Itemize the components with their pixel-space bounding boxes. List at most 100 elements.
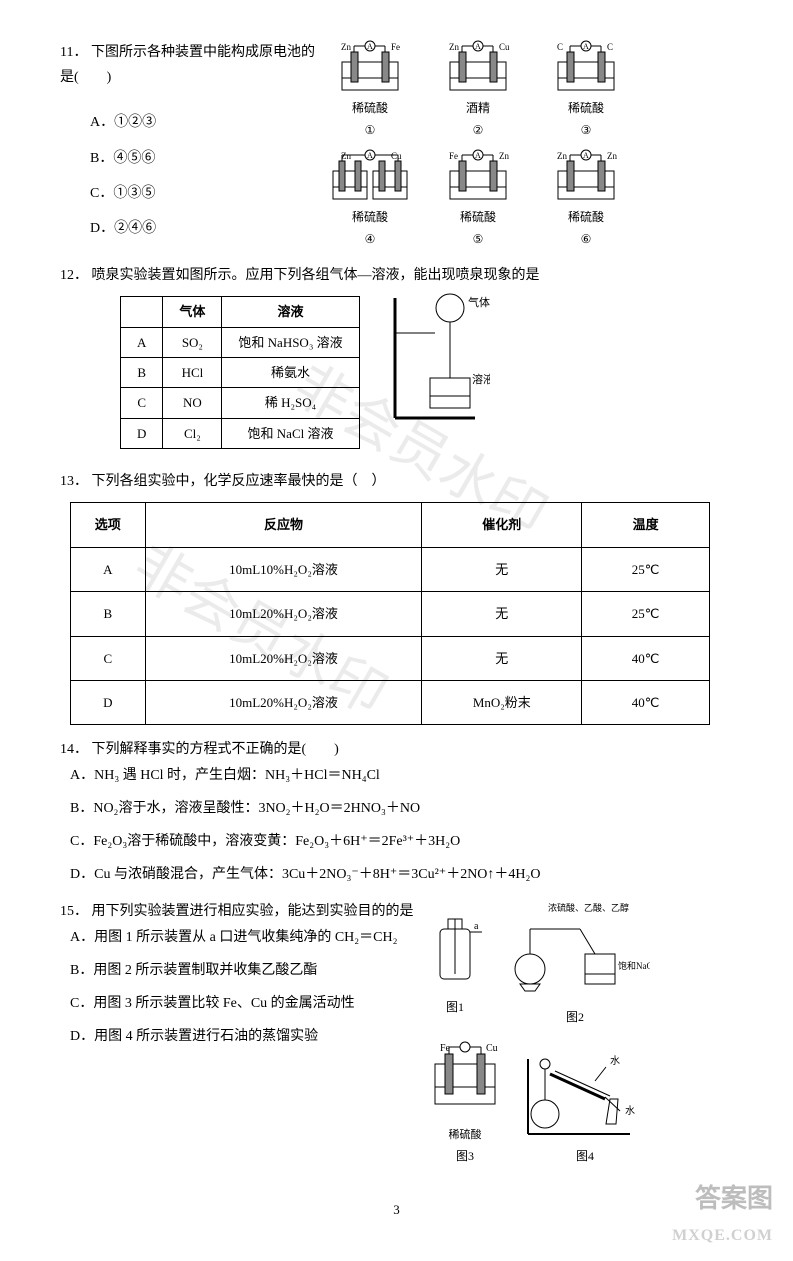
electrochemical-cell: A C C 稀硫酸 ③ [536,40,636,141]
q13-header-temp: 温度 [582,503,710,547]
q15-number: 15． [60,904,88,919]
metal-activity-icon: Fe Cu [420,1039,510,1119]
svg-text:Zn: Zn [449,42,459,52]
q11-option-b: B．④⑤⑥ [90,146,320,171]
table-row: CNO稀 H₂SO₄ [121,388,360,418]
svg-text:C: C [557,42,563,52]
table-row: A10mL10%H₂O₂溶液无25℃ [71,547,710,591]
svg-text:Fe: Fe [449,151,458,161]
cell-liquid-label: 稀硫酸 [536,207,636,229]
q14-option-d: D．Cu 与浓硝酸混合，产生气体：3Cu＋2NO₃⁻＋8H⁺＝3Cu²⁺＋2NO… [70,862,733,887]
cell-liquid-label: 稀硫酸 [320,207,420,229]
q11-option-c: C．①③⑤ [90,181,320,206]
figure-1: a 图1 [420,899,490,1028]
table-row: B10mL20%H₂O₂溶液无25℃ [71,592,710,636]
gas-bottle-icon: a [420,899,490,989]
cell-icon: A Zn Cu [435,40,521,96]
svg-text:Zn: Zn [499,151,509,161]
q13-table: 选项 反应物 催化剂 温度 A10mL10%H₂O₂溶液无25℃B10mL20%… [70,502,710,725]
q15-option-c: C．用图 3 所示装置比较 Fe、Cu 的金属活动性 [70,991,420,1016]
svg-text:溶液: 溶液 [472,372,490,386]
cell-liquid-label: 稀硫酸 [428,207,528,229]
table-row: C10mL20%H₂O₂溶液无40℃ [71,636,710,680]
svg-text:C: C [607,42,613,52]
svg-text:A: A [475,151,481,160]
electrochemical-cell: A Zn Cu 酒精 ② [428,40,528,141]
electrochemical-cell: A Zn Zn 稀硫酸 ⑥ [536,149,636,250]
svg-text:a: a [474,921,479,932]
svg-text:Cu: Cu [499,42,510,52]
svg-text:A: A [583,151,589,160]
question-11: 11． 下图所示各种装置中能构成原电池的是( ) A．①②③ B．④⑤⑥ C．①… [60,40,733,251]
cell-liquid-label: 酒精 [428,98,528,120]
svg-text:Zn: Zn [341,42,351,52]
cell-number: ⑤ [428,229,528,251]
q11-option-d: D．②④⑥ [90,216,320,241]
svg-text:Zn: Zn [341,151,351,161]
q15-options: A．用图 1 所示装置从 a 口进气收集纯净的 CH₂＝CH₂ B．用图 2 所… [60,925,420,1050]
svg-text:Fe: Fe [391,42,400,52]
cell-liquid-label: 稀硫酸 [320,98,420,120]
svg-text:Zn: Zn [557,151,567,161]
figure-2: 浓硫酸、乙酸、乙醇 饱和NaOH溶液 图2 [500,899,650,1028]
svg-text:Zn: Zn [607,151,617,161]
q11-number: 11． [60,45,87,60]
svg-text:水: 水 [625,1105,635,1117]
cell-icon: A Zn Cu [327,149,413,205]
cell-icon: A C C [543,40,629,96]
table-row: BHCl稀氨水 [121,358,360,388]
figure-3: Fe Cu 稀硫酸 图3 [420,1039,510,1168]
question-12: 12． 喷泉实验装置如图所示。应用下列各组气体—溶液，能出现喷泉现象的是 气体 … [60,263,733,457]
q14-option-b: B．NO₂溶于水，溶液呈酸性：3NO₂＋H₂O＝2HNO₃＋NO [70,796,733,821]
q15-stem: 用下列实验装置进行相应实验，能达到实验目的的是 [92,904,414,919]
question-13: 13． 下列各组实验中，化学反应速率最快的是（ ） 选项 反应物 催化剂 温度 … [60,469,733,725]
q11-option-a: A．①②③ [90,110,320,135]
cell-number: ⑥ [536,229,636,251]
table-row: ASO₂饱和 NaHSO₃ 溶液 [121,327,360,357]
cell-number: ④ [320,229,420,251]
distillation-icon: 水 水 [520,1039,650,1139]
table-row: D10mL20%H₂O₂溶液MnO₂粉末40℃ [71,681,710,725]
electrochemical-cell: A Zn Cu 稀硫酸 ④ [320,149,420,250]
q14-options: A．NH₃ 遇 HCl 时，产生白烟：NH₃＋HCl＝NH₄Cl B．NO₂溶于… [60,763,733,888]
q14-option-a: A．NH₃ 遇 HCl 时，产生白烟：NH₃＋HCl＝NH₄Cl [70,763,733,788]
cell-liquid-label: 稀硫酸 [536,98,636,120]
cell-number: ③ [536,120,636,142]
q15-option-d: D．用图 4 所示装置进行石油的蒸馏实验 [70,1024,420,1049]
cell-icon: A Zn Zn [543,149,629,205]
cell-number: ① [320,120,420,142]
cell-icon: A Fe Zn [435,149,521,205]
svg-text:A: A [583,42,589,51]
svg-text:气体: 气体 [468,295,490,309]
svg-text:Cu: Cu [486,1043,498,1054]
table-row: DCl₂饱和 NaCl 溶液 [121,418,360,448]
svg-text:Cu: Cu [391,151,402,161]
q12-header-solution: 溶液 [222,297,359,327]
esterification-icon: 浓硫酸、乙酸、乙醇 饱和NaOH溶液 [500,899,650,999]
svg-text:浓硫酸、乙酸、乙醇: 浓硫酸、乙酸、乙醇 [548,902,629,913]
q13-stem: 下列各组实验中，化学反应速率最快的是（ ） [92,474,386,489]
svg-text:A: A [367,151,373,160]
fountain-apparatus-icon: 气体 溶液 [380,288,490,428]
q15-option-a: A．用图 1 所示装置从 a 口进气收集纯净的 CH₂＝CH₂ [70,925,420,950]
svg-text:A: A [367,42,373,51]
q15-option-b: B．用图 2 所示装置制取并收集乙酸乙酯 [70,958,420,983]
q11-options: A．①②③ B．④⑤⑥ C．①③⑤ D．②④⑥ [90,110,320,241]
figure-4: 水 水 图4 [520,1039,650,1168]
q13-number: 13． [60,474,88,489]
q14-option-c: C．Fe₂O₃溶于稀硫酸中，溶液变黄：Fe₂O₃＋6H⁺＝2Fe³⁺＋3H₂O [70,829,733,854]
electrochemical-cell: A Zn Fe 稀硫酸 ① [320,40,420,141]
q12-number: 12． [60,268,88,283]
svg-text:Fe: Fe [440,1043,451,1054]
svg-text:水: 水 [610,1055,620,1067]
q13-header-reactant: 反应物 [145,503,422,547]
q13-header-option: 选项 [71,503,146,547]
question-15: 15． 用下列实验装置进行相应实验，能达到实验目的的是 A．用图 1 所示装置从… [60,899,733,1167]
page-number: 3 [60,1198,733,1221]
question-14: 14． 下列解释事实的方程式不正确的是( ) A．NH₃ 遇 HCl 时，产生白… [60,737,733,887]
q12-stem: 喷泉实验装置如图所示。应用下列各组气体—溶液，能出现喷泉现象的是 [92,268,540,283]
electrochemical-cell: A Fe Zn 稀硫酸 ⑤ [428,149,528,250]
q12-header-gas: 气体 [163,297,222,327]
svg-text:饱和NaOH溶液: 饱和NaOH溶液 [618,960,650,971]
q15-figures: a 图1 浓硫酸、乙酸、乙醇 饱和NaOH溶液 图2 [420,899,733,1167]
